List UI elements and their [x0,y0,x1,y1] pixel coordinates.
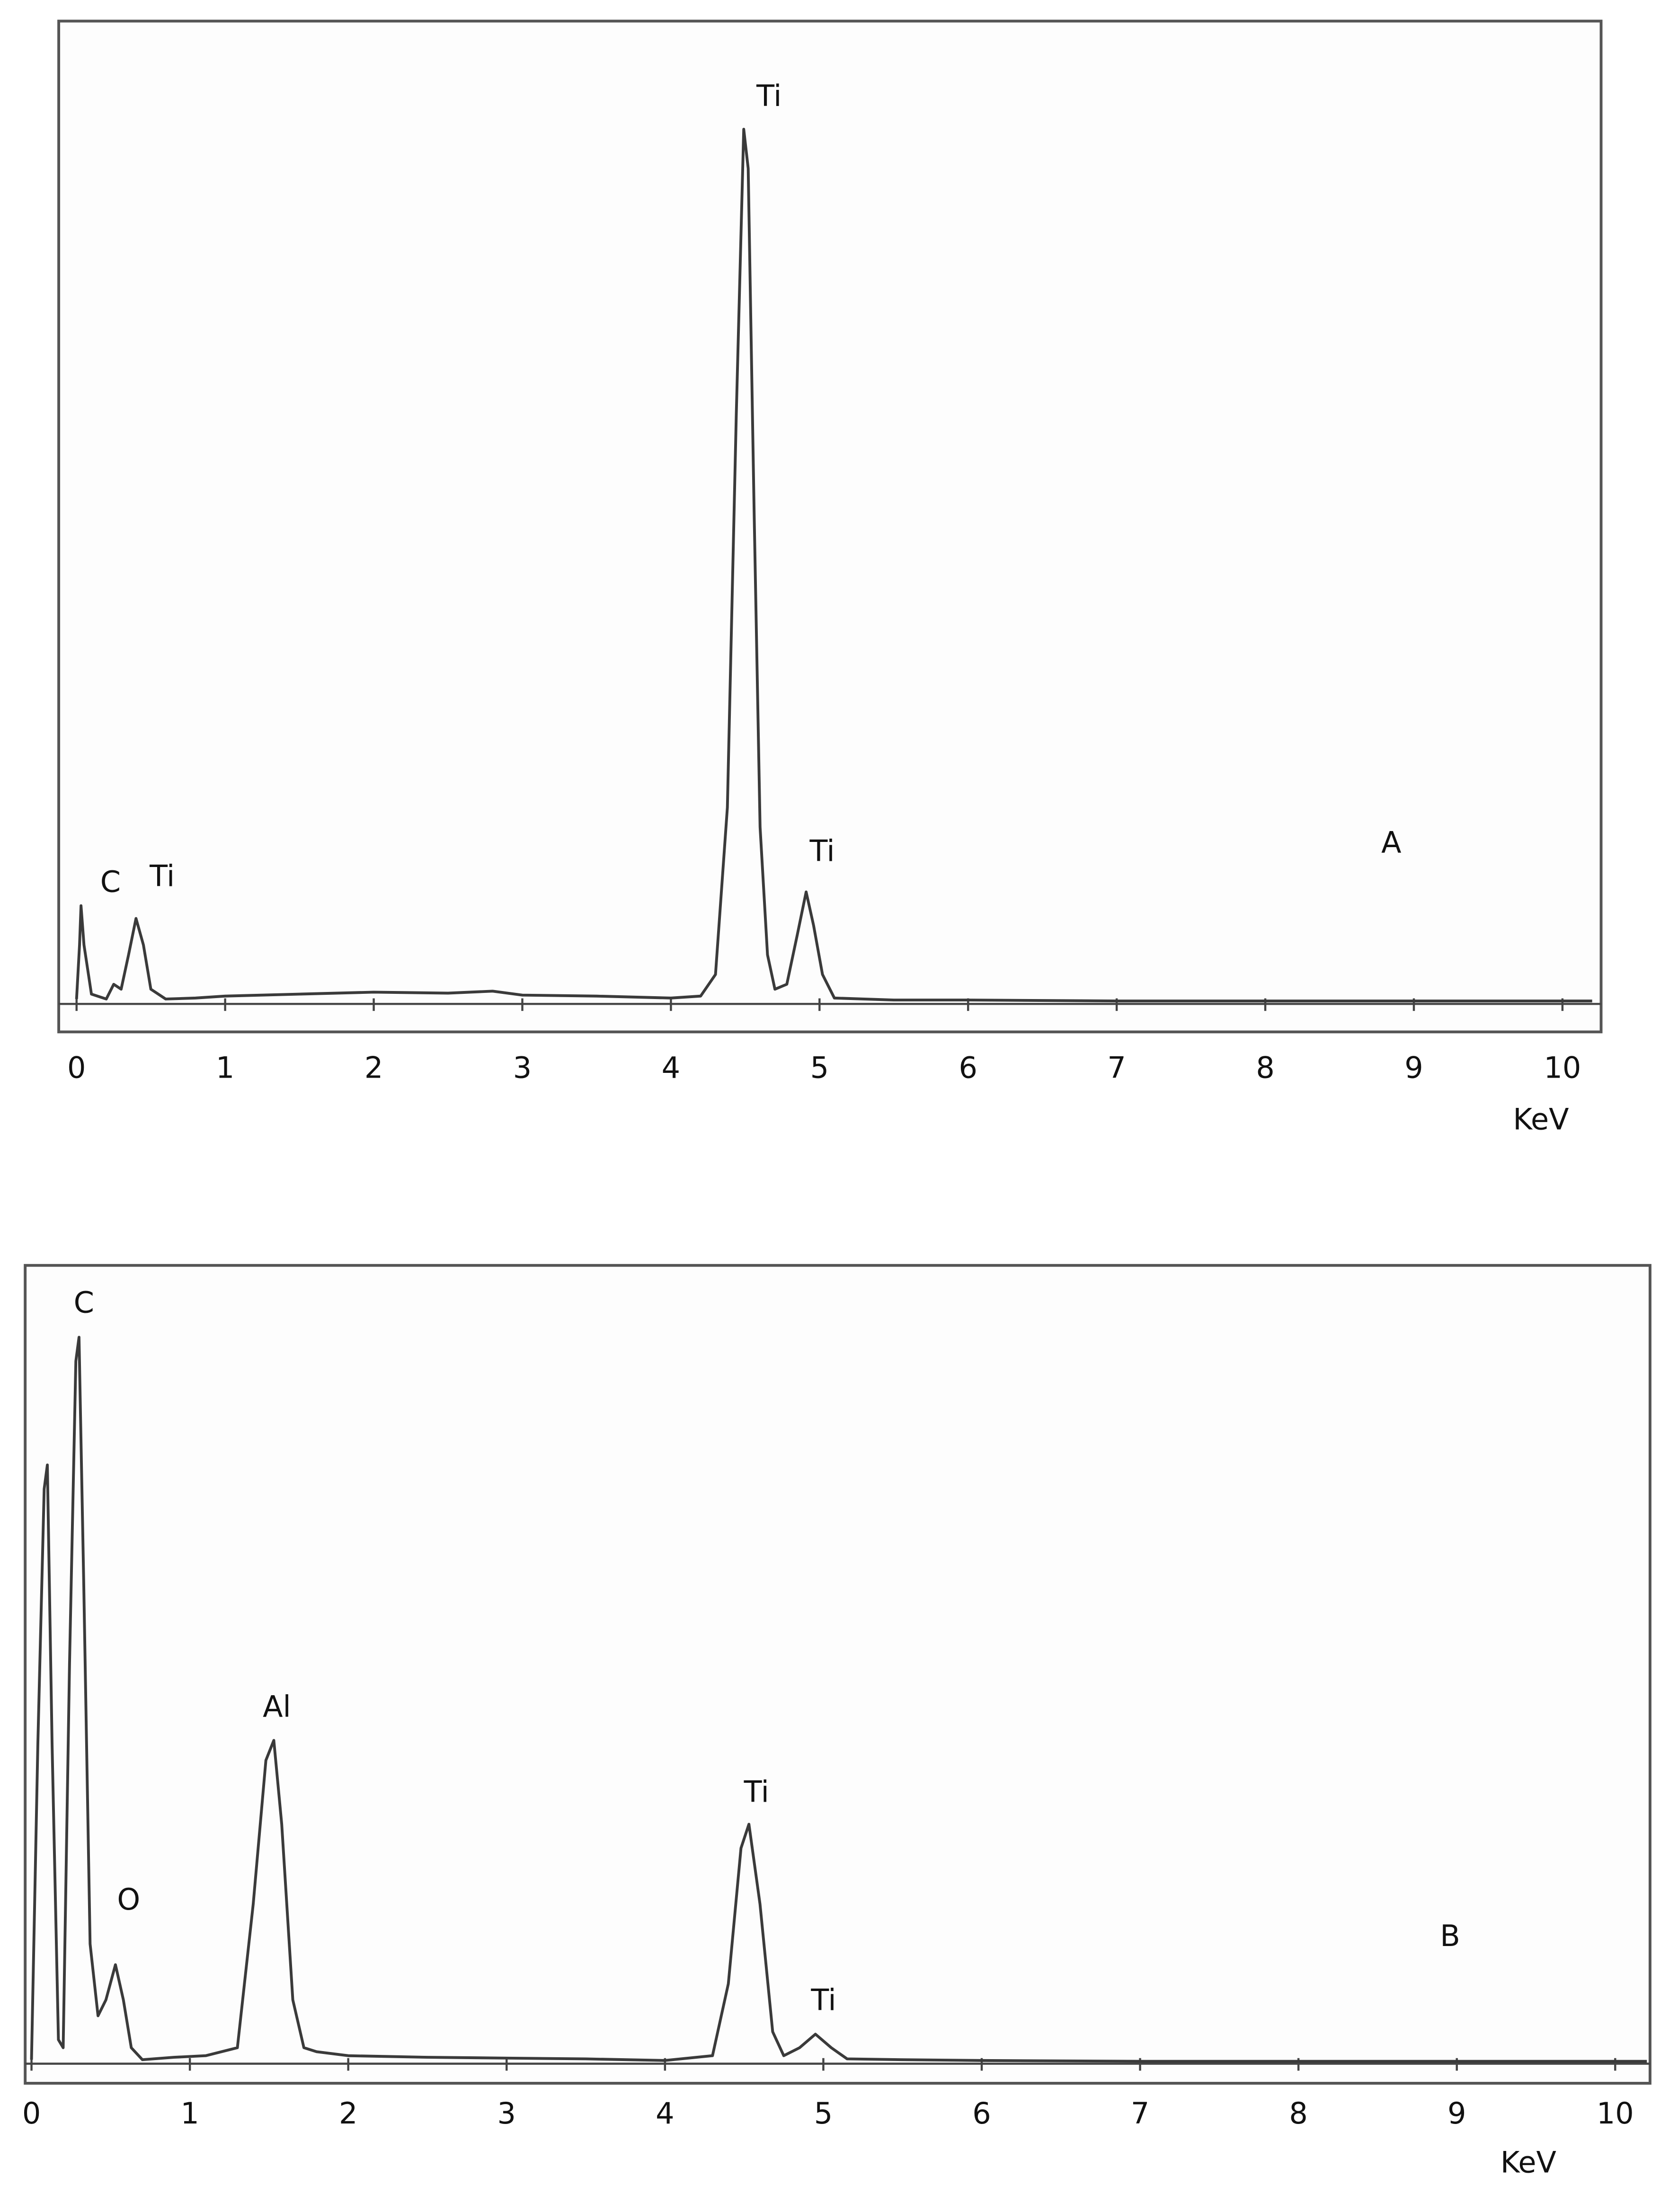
peak-label: C [100,864,121,899]
x-tick-label: 8 [1289,2096,1307,2131]
x-tick-label: 9 [1447,2096,1466,2131]
x-tick-label: 6 [972,2096,991,2131]
peak-label: Ti [756,79,781,113]
x-tick-label: 1 [216,1050,234,1085]
x-axis-label: KeV [1513,1102,1569,1137]
x-tick-label: 1 [180,2096,199,2131]
peak-label: Ti [810,1983,836,2017]
x-tick-label: 10 [1544,1050,1581,1085]
plot-frame [57,19,1603,1034]
x-tick-label: 8 [1256,1050,1274,1085]
x-tick-label: 0 [22,2096,41,2131]
x-tick-label: 5 [814,2096,833,2131]
x-tick-label: 2 [364,1050,383,1085]
peak-label: Ti [149,859,175,894]
x-tick-label: 0 [67,1050,86,1085]
peak-label: A [1381,825,1401,860]
peak-label: Ti [744,1775,769,1809]
spectrum-line [30,1336,1647,2063]
spectrum-line [75,128,1592,1003]
x-tick-label: 3 [513,1050,532,1085]
x-tick-label: 9 [1404,1050,1423,1085]
peak-label: Al [263,1689,291,1724]
x-tick-label: 2 [339,2096,357,2131]
plot-frame [24,1264,1651,2085]
x-tick-label: 4 [656,2096,674,2131]
x-tick-label: 7 [1107,1050,1126,1085]
x-tick-label: 3 [497,2096,516,2131]
peak-label: O [117,1882,140,1917]
x-tick-label: 7 [1131,2096,1149,2131]
peak-label: Ti [809,833,835,868]
x-tick-label: 5 [810,1050,829,1085]
peak-label: C [74,1285,94,1320]
x-axis-label: KeV [1500,2145,1556,2179]
peak-label: B [1440,1919,1460,1953]
x-tick-label: 6 [959,1050,977,1085]
x-tick-label: 4 [662,1050,680,1085]
x-tick-label: 10 [1597,2096,1634,2131]
